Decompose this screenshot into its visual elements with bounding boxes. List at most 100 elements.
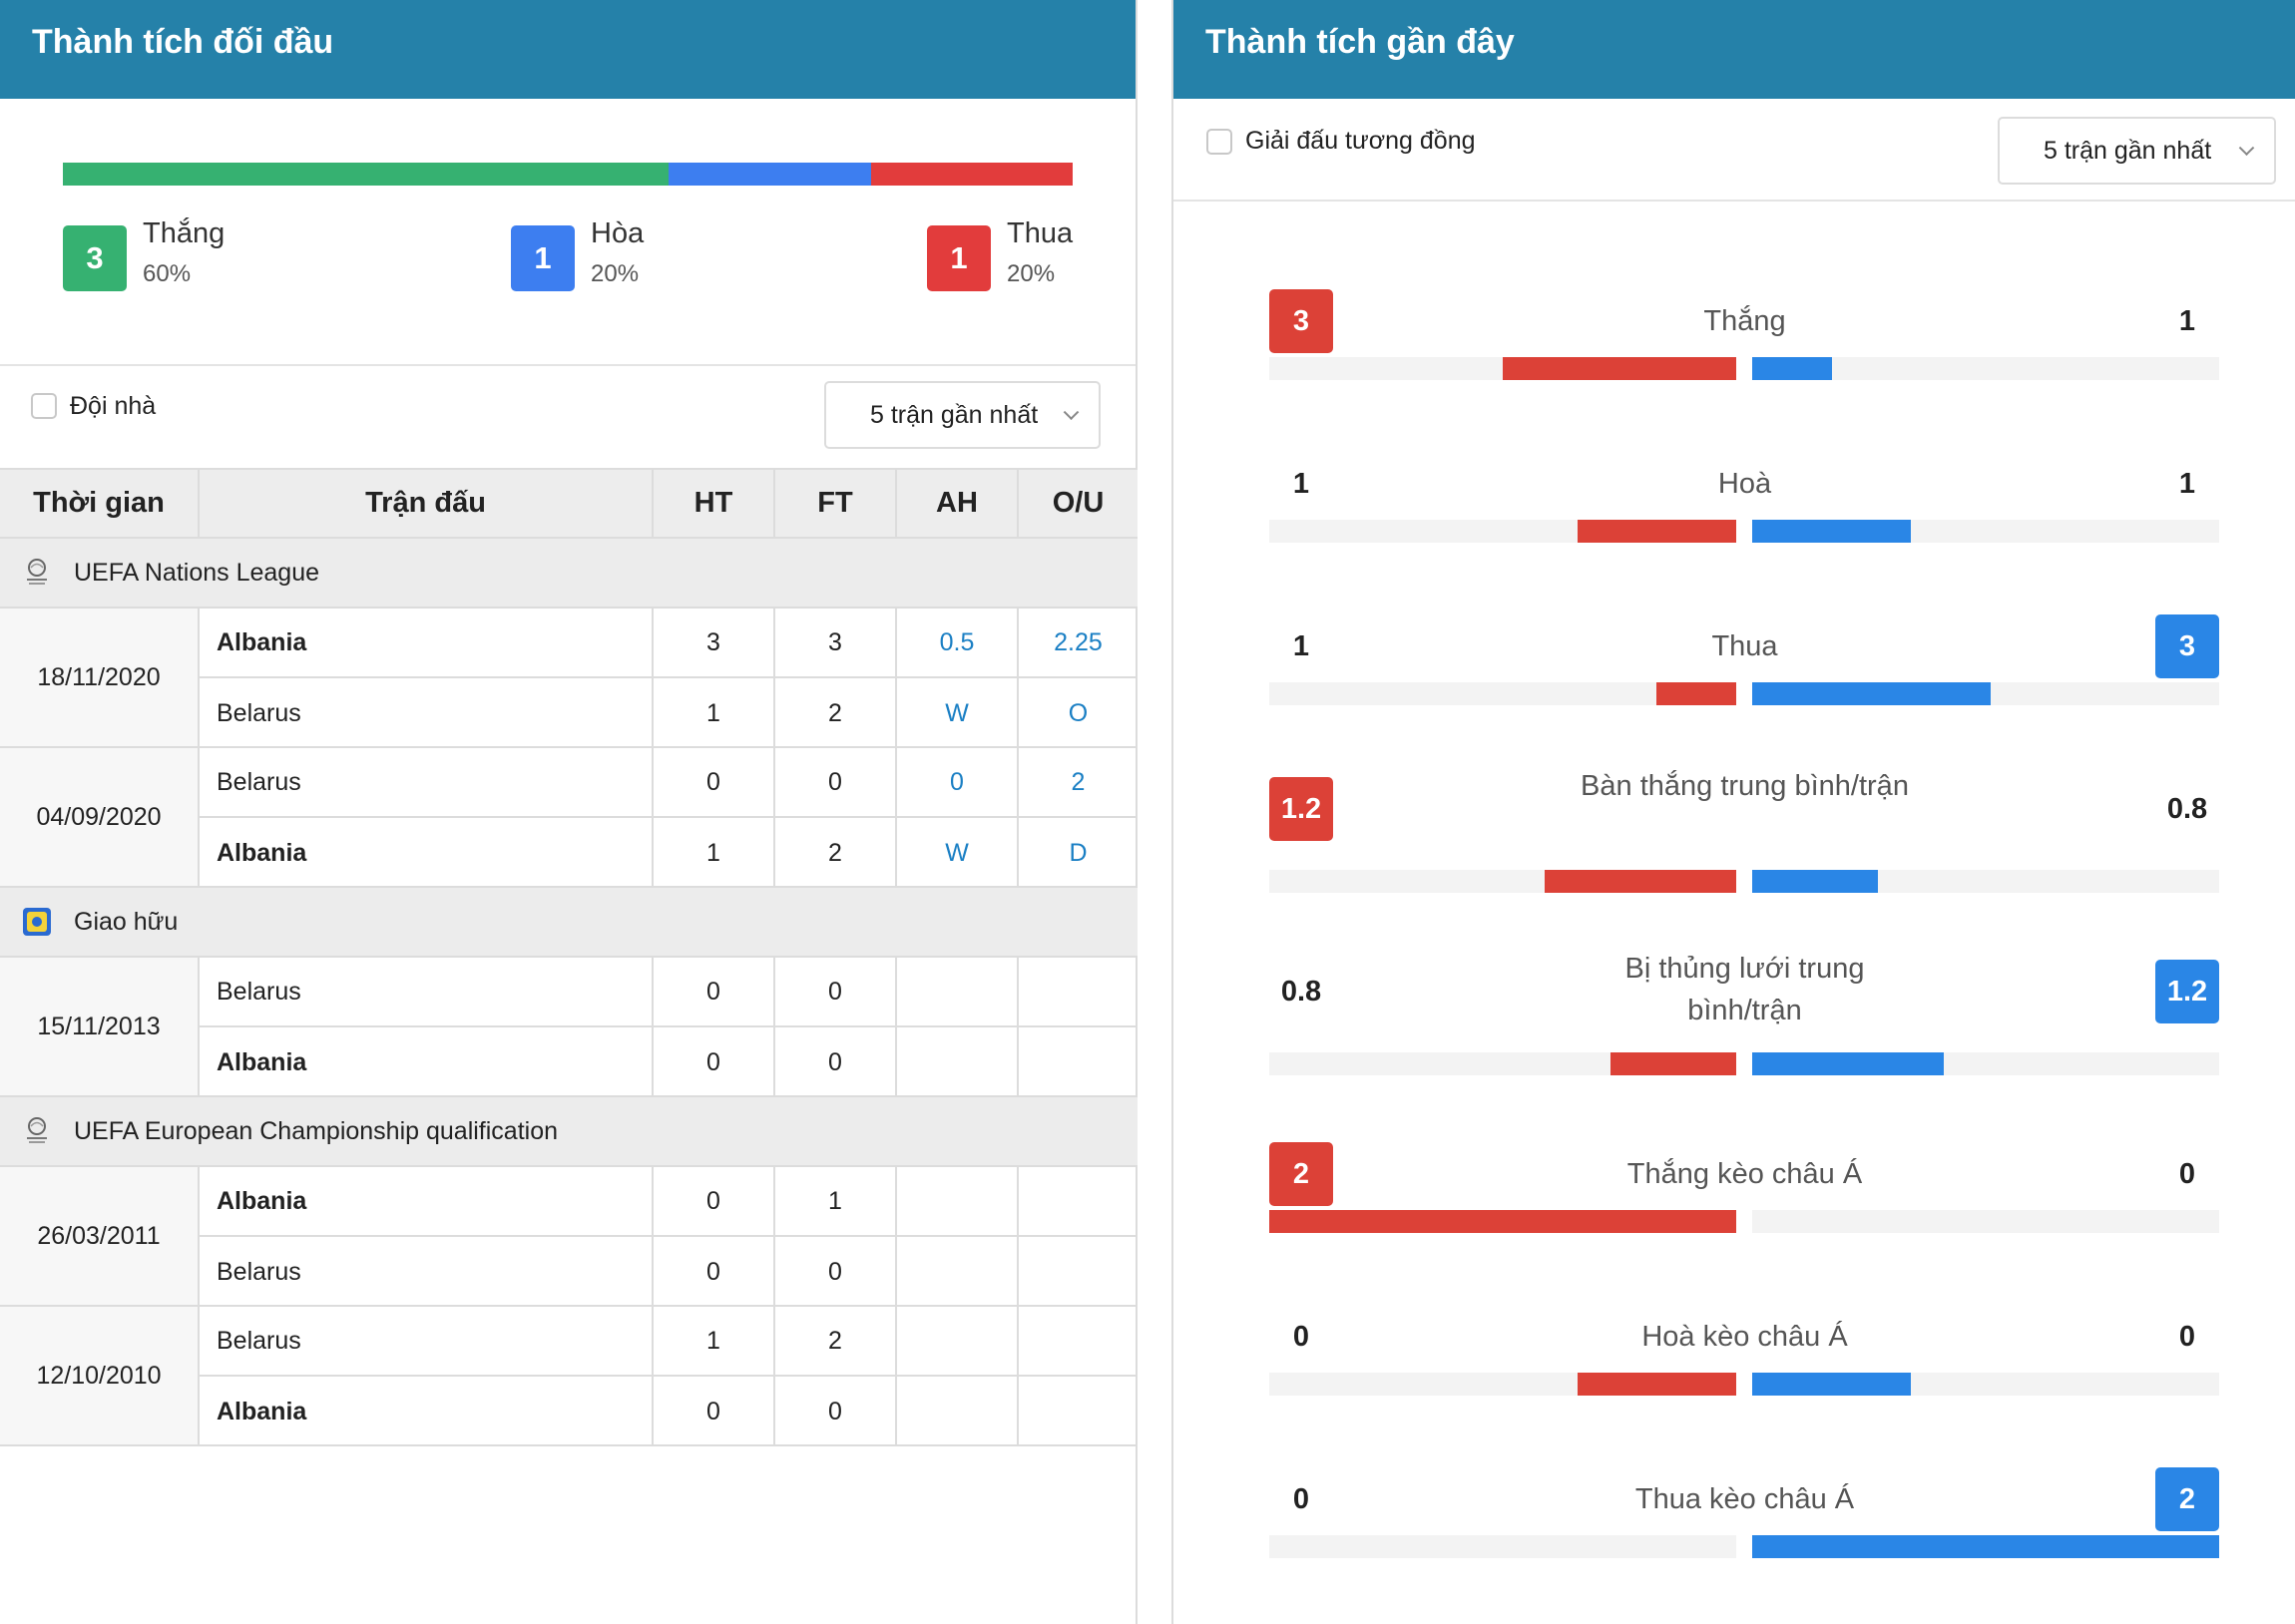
stat-label: Bị thủng lưới trung bình/trận bbox=[1624, 953, 1865, 1026]
away-stat-bar bbox=[1752, 1052, 2219, 1075]
recent-matches-select-value: 5 trận gần nhất bbox=[870, 400, 1039, 429]
home-stat-value: 0.8 bbox=[1280, 975, 1322, 1008]
home-stat-value: 1 bbox=[1292, 629, 1310, 662]
chevron-down-icon bbox=[2238, 140, 2255, 157]
stat-label: Thua bbox=[1711, 630, 1778, 662]
match-row[interactable]: 26/03/2011 Albania 0 1 Belarus 0 0 bbox=[0, 1167, 1138, 1307]
home-stat-value: 0 bbox=[1292, 1482, 1310, 1515]
draw-label: Hòa bbox=[591, 216, 645, 249]
full-time-score: 0 bbox=[775, 958, 897, 1025]
home-stat-bar-fill bbox=[1656, 682, 1736, 705]
team-result-row: Belarus 1 2 bbox=[200, 1307, 1138, 1377]
result-ratio-bar bbox=[63, 163, 1073, 186]
asian-handicap-result: W bbox=[897, 678, 1019, 748]
away-stat-bar-fill bbox=[1752, 682, 1991, 705]
home-stat-bar-fill bbox=[1503, 357, 1736, 380]
league-row: UEFA European Championship qualification bbox=[0, 1097, 1138, 1167]
home-stat-bar bbox=[1269, 1052, 1736, 1075]
match-row[interactable]: 04/09/2020 Belarus 0 0 0 2 Albania 1 2 W D bbox=[0, 748, 1138, 888]
home-stat-value: 1 bbox=[1292, 467, 1310, 500]
home-stat-value: 1.2 bbox=[1269, 777, 1333, 841]
recent-matches-select[interactable]: 5 trận gần nhất bbox=[824, 381, 1101, 449]
chevron-down-icon bbox=[1063, 404, 1080, 421]
loss-count-badge: 1 bbox=[927, 225, 991, 291]
full-time-score: 0 bbox=[775, 748, 897, 816]
header-ah: AH bbox=[897, 470, 1019, 537]
match-row[interactable]: 12/10/2010 Belarus 1 2 Albania 0 0 bbox=[0, 1307, 1138, 1446]
header-ft: FT bbox=[775, 470, 897, 537]
full-time-score: 0 bbox=[775, 1237, 897, 1307]
win-percent: 60% bbox=[143, 259, 192, 287]
full-time-score: 2 bbox=[775, 818, 897, 888]
asian-handicap-result bbox=[897, 958, 1019, 1025]
recent-form-title: Thành tích gần đây bbox=[1173, 0, 2295, 99]
over-under-result bbox=[1019, 958, 1138, 1025]
half-time-score: 0 bbox=[654, 1237, 775, 1307]
home-team-checkbox-label[interactable]: Đội nhà bbox=[70, 392, 157, 420]
full-time-score: 3 bbox=[775, 609, 897, 676]
recent-form-panel: Thành tích gần đây Giải đấu tương đồng 5… bbox=[1171, 0, 2295, 1624]
over-under-result bbox=[1019, 1027, 1138, 1097]
team-name: Belarus bbox=[200, 678, 654, 748]
same-competition-checkbox-label[interactable]: Giải đấu tương đồng bbox=[1245, 127, 1476, 155]
over-under-result bbox=[1019, 1307, 1138, 1375]
win-count-badge: 3 bbox=[63, 225, 127, 291]
asian-handicap-result bbox=[897, 1027, 1019, 1097]
league-row: UEFA Nations League bbox=[0, 539, 1138, 609]
home-team-checkbox[interactable] bbox=[31, 393, 57, 419]
home-stat-bar bbox=[1269, 520, 1736, 543]
asian-handicap-result: 0 bbox=[897, 748, 1019, 816]
half-time-score: 1 bbox=[654, 678, 775, 748]
half-time-score: 3 bbox=[654, 609, 775, 676]
team-name: Belarus bbox=[200, 958, 654, 1025]
home-stat-bar bbox=[1269, 870, 1736, 893]
header-time: Thời gian bbox=[0, 470, 200, 537]
home-stat-bar-fill bbox=[1609, 1052, 1736, 1075]
away-stat-value: 0 bbox=[2178, 1157, 2196, 1190]
head-to-head-summary: 3 Thắng 60% 1 Hòa 20% 1 Thua 20% bbox=[0, 99, 1136, 366]
home-stat-bar bbox=[1269, 1210, 1736, 1233]
away-stat-bar-fill bbox=[1752, 520, 1912, 543]
away-stat-bar bbox=[1752, 1373, 2219, 1396]
home-stat-bar bbox=[1269, 1373, 1736, 1396]
match-date: 12/10/2010 bbox=[0, 1307, 200, 1444]
team-name: Albania bbox=[200, 818, 654, 888]
half-time-score: 0 bbox=[654, 1027, 775, 1097]
same-competition-checkbox[interactable] bbox=[1206, 129, 1232, 155]
team-name: Albania bbox=[200, 609, 654, 676]
half-time-score: 0 bbox=[654, 1167, 775, 1235]
away-stat-bar bbox=[1752, 682, 2219, 705]
over-under-result: D bbox=[1069, 838, 1088, 867]
team-name: Belarus bbox=[200, 1237, 654, 1307]
away-stat-value: 2 bbox=[2155, 1467, 2219, 1531]
home-stat-value: 0 bbox=[1292, 1320, 1310, 1353]
away-stat-bar bbox=[1752, 520, 2219, 543]
home-stat-bar bbox=[1269, 357, 1736, 380]
team-name: Albania bbox=[200, 1167, 654, 1235]
team-name: Albania bbox=[200, 1377, 654, 1446]
team-result-row: Belarus 0 0 bbox=[200, 1237, 1138, 1307]
recent-form-matches-select-value: 5 trận gần nhất bbox=[2044, 136, 2212, 165]
team-result-row: Belarus 1 2 W O bbox=[200, 678, 1138, 748]
header-ou: O/U bbox=[1052, 487, 1105, 519]
team-name: Albania bbox=[200, 1027, 654, 1097]
stat-label: Thua kèo châu Á bbox=[1634, 1483, 1855, 1515]
away-stat-bar bbox=[1752, 1535, 2219, 1558]
stat-label: Hoà bbox=[1717, 468, 1772, 500]
team-result-row: Albania 0 0 bbox=[200, 1027, 1138, 1097]
away-stat-value: 0 bbox=[2178, 1320, 2196, 1353]
table-body: UEFA Nations League 18/11/2020 Albania 3 3 0.… bbox=[0, 539, 1138, 1446]
full-time-score: 2 bbox=[775, 1307, 897, 1375]
home-stat-bar-fill bbox=[1577, 1373, 1736, 1396]
match-row[interactable]: 18/11/2020 Albania 3 3 0.5 2.25 Belarus 1 2 W O bbox=[0, 609, 1138, 748]
nations-league-logo-icon bbox=[20, 556, 54, 590]
over-under-result: 2.25 bbox=[1054, 627, 1103, 656]
win-label: Thắng bbox=[143, 216, 226, 249]
half-time-score: 1 bbox=[654, 1307, 775, 1375]
team-result-row: Albania 0 0 bbox=[200, 1377, 1138, 1446]
match-row[interactable]: 15/11/2013 Belarus 0 0 Albania 0 0 bbox=[0, 958, 1138, 1097]
over-under-result: O bbox=[1068, 698, 1089, 727]
full-time-score: 0 bbox=[775, 1377, 897, 1446]
stat-label: Hoà kèo châu Á bbox=[1641, 1321, 1848, 1353]
recent-form-matches-select[interactable]: 5 trận gần nhất bbox=[1998, 117, 2276, 185]
